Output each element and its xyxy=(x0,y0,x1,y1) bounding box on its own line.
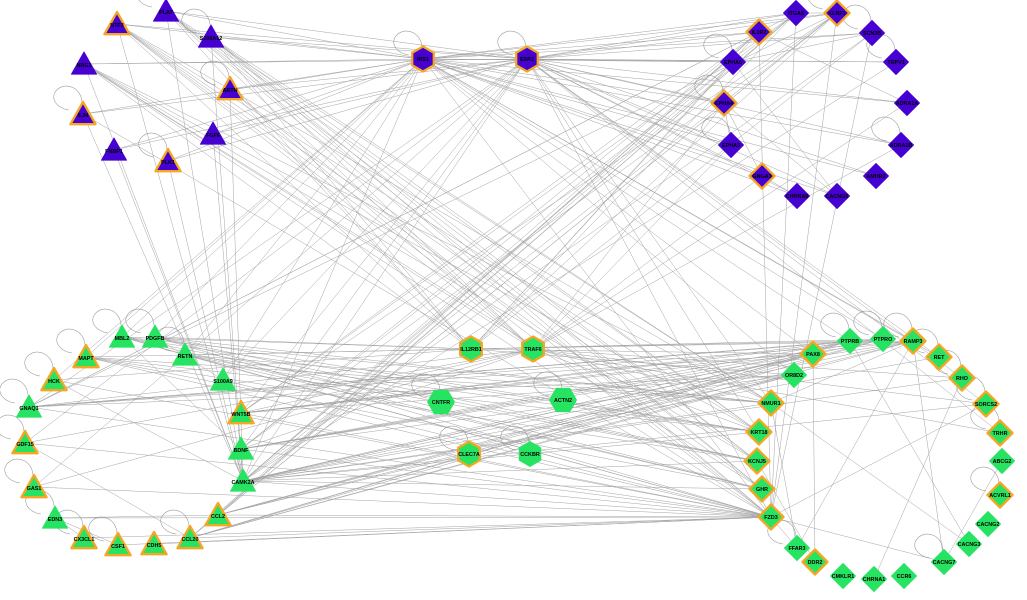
svg-text:CMKLR1: CMKLR1 xyxy=(832,574,854,580)
svg-text:EPHA5: EPHA5 xyxy=(724,60,742,66)
svg-text:CCL20: CCL20 xyxy=(181,537,198,543)
svg-text:GAS1: GAS1 xyxy=(27,486,42,492)
svg-text:TRPV1: TRPV1 xyxy=(887,60,904,66)
svg-text:RET: RET xyxy=(934,355,945,361)
svg-text:IL1R2: IL1R2 xyxy=(752,30,767,36)
svg-text:PLAT: PLAT xyxy=(159,10,173,16)
svg-text:WNT5B: WNT5B xyxy=(231,412,250,418)
svg-text:CACNG7: CACNG7 xyxy=(933,560,956,566)
svg-text:NTF3: NTF3 xyxy=(110,23,123,29)
svg-text:ABCG2: ABCG2 xyxy=(993,459,1012,465)
svg-text:FZD3: FZD3 xyxy=(764,515,777,521)
svg-text:KLRF1: KLRF1 xyxy=(828,11,845,17)
svg-text:PDGFB: PDGFB xyxy=(146,336,165,342)
svg-text:IL34: IL34 xyxy=(78,113,89,119)
svg-text:HCK: HCK xyxy=(48,379,60,385)
svg-text:CCKBR: CCKBR xyxy=(520,452,540,458)
svg-text:PLK1: PLK1 xyxy=(161,160,175,166)
svg-text:EPHA3: EPHA3 xyxy=(722,143,740,149)
svg-text:PTPRB: PTPRB xyxy=(841,339,859,345)
svg-text:KRT18: KRT18 xyxy=(750,430,767,436)
svg-text:KCNJ5: KCNJ5 xyxy=(748,459,766,465)
svg-text:FGF6: FGF6 xyxy=(206,133,220,139)
svg-text:S100A9: S100A9 xyxy=(213,379,232,385)
svg-text:MBL2: MBL2 xyxy=(115,336,130,342)
svg-text:RAMP3: RAMP3 xyxy=(904,339,923,345)
svg-text:ACTN2: ACTN2 xyxy=(554,398,572,404)
svg-text:CHRNA1: CHRNA1 xyxy=(863,577,885,583)
svg-text:AMHR2: AMHR2 xyxy=(866,174,885,180)
svg-text:ITGA8: ITGA8 xyxy=(788,11,804,17)
svg-text:RETN: RETN xyxy=(178,354,193,360)
svg-text:OR8D2: OR8D2 xyxy=(785,373,803,379)
svg-text:ADRA1A: ADRA1A xyxy=(896,101,919,107)
svg-text:ARTN: ARTN xyxy=(223,88,238,94)
svg-text:GNGA3: GNGA3 xyxy=(752,174,771,180)
svg-text:CCL2: CCL2 xyxy=(211,514,225,520)
svg-text:FFAR3: FFAR3 xyxy=(788,546,805,552)
svg-text:CNTFR: CNTFR xyxy=(432,400,450,406)
svg-text:ESR2: ESR2 xyxy=(520,57,534,63)
svg-text:PAX8: PAX8 xyxy=(806,352,820,358)
svg-text:MAPT: MAPT xyxy=(78,356,94,362)
svg-text:CLEC7A: CLEC7A xyxy=(458,452,480,458)
svg-text:SCN3B: SCN3B xyxy=(863,31,881,37)
svg-text:IL12RB1: IL12RB1 xyxy=(460,347,482,353)
svg-text:GHR: GHR xyxy=(756,487,768,493)
svg-text:NMUR1: NMUR1 xyxy=(761,401,780,407)
svg-text:TRAF6: TRAF6 xyxy=(524,347,541,353)
svg-text:GDF15: GDF15 xyxy=(16,442,33,448)
svg-text:EPHA4: EPHA4 xyxy=(715,101,733,107)
svg-text:GNAQ1: GNAQ1 xyxy=(19,406,38,412)
svg-text:CDH5: CDH5 xyxy=(147,543,162,549)
svg-text:CSF1: CSF1 xyxy=(111,544,125,550)
svg-text:CCR6: CCR6 xyxy=(897,574,912,580)
svg-text:ADRA1B: ADRA1B xyxy=(890,143,913,149)
svg-text:ACVRL1: ACVRL1 xyxy=(989,493,1011,499)
svg-text:CACNG2: CACNG2 xyxy=(977,522,1000,528)
svg-text:CAMK2A: CAMK2A xyxy=(231,480,254,486)
svg-text:CHRNA5: CHRNA5 xyxy=(786,194,808,200)
svg-text:CACNG5: CACNG5 xyxy=(826,194,849,200)
svg-text:FNBP1: FNBP1 xyxy=(105,149,123,155)
svg-text:RHO: RHO xyxy=(956,376,968,382)
svg-text:CX3CL1: CX3CL1 xyxy=(74,537,95,543)
svg-text:CACNG3: CACNG3 xyxy=(958,542,981,548)
svg-text:IRS1: IRS1 xyxy=(417,57,429,63)
svg-text:EDN3: EDN3 xyxy=(48,517,62,523)
svg-text:DDR2: DDR2 xyxy=(808,560,823,566)
svg-text:SORCS2: SORCS2 xyxy=(975,402,997,408)
svg-text:PTPRO: PTPRO xyxy=(874,337,893,343)
svg-text:NRG1: NRG1 xyxy=(77,63,92,69)
svg-text:BDNF: BDNF xyxy=(234,448,250,454)
svg-text:TRHR: TRHR xyxy=(993,431,1008,437)
svg-text:S100A12: S100A12 xyxy=(200,36,222,42)
